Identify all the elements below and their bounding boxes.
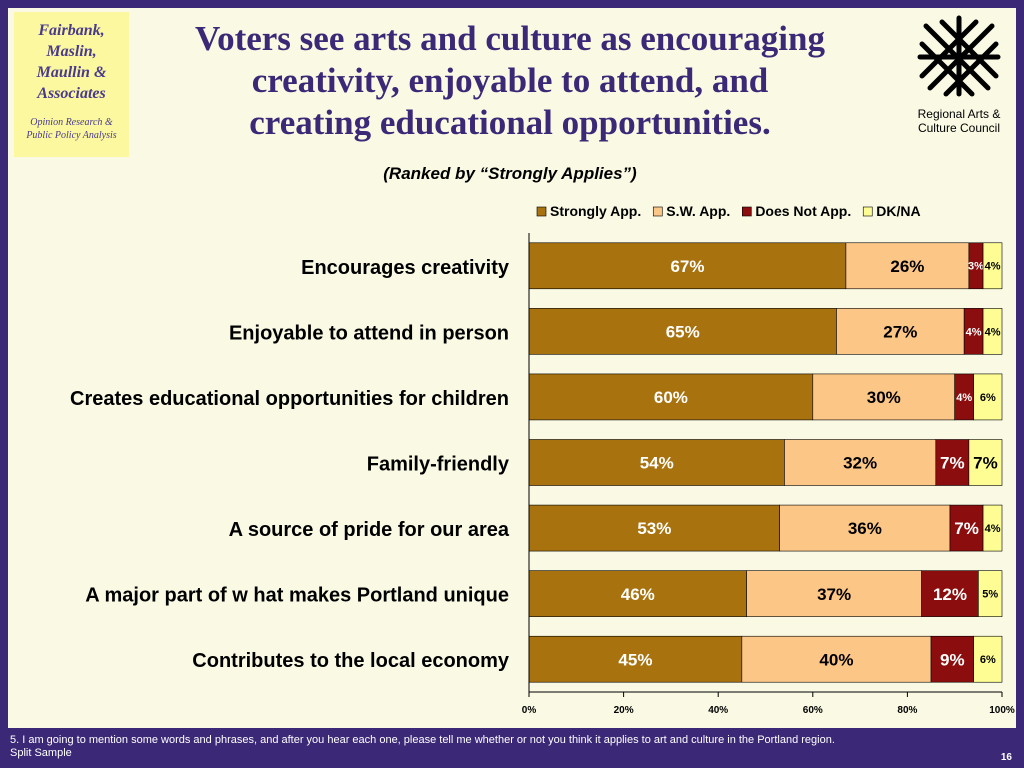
top-border xyxy=(0,0,1024,8)
data-label: 4% xyxy=(956,392,972,404)
bar-segment xyxy=(930,635,974,683)
legend-label: S.W. App. xyxy=(666,203,730,219)
firm-name: Fairbank, Maslin, Maullin & Associates xyxy=(36,22,107,102)
chart-subtitle: (Ranked by “Strongly Applies”) xyxy=(383,164,637,183)
x-tick-label: 0% xyxy=(522,705,537,716)
slide-title: Voters see arts and culture as encouragi… xyxy=(195,19,825,142)
data-label: 6% xyxy=(980,392,996,404)
data-label: 27% xyxy=(883,322,917,341)
bar-segment xyxy=(973,635,1003,683)
bar-segment xyxy=(528,373,814,421)
bar-segment xyxy=(982,504,1003,552)
basket-weave-icon xyxy=(917,15,1001,97)
category-label: A major part of w hat makes Portland uni… xyxy=(85,585,509,607)
legend-swatch xyxy=(652,206,663,217)
category-label: Creates educational opportunities for ch… xyxy=(70,388,509,410)
data-label: 3% xyxy=(968,261,984,273)
legend-label: Strongly App. xyxy=(550,203,641,219)
footnote-text: 5. I am going to mention some words and … xyxy=(10,734,835,759)
bar-segment xyxy=(973,373,1003,421)
data-label: 4% xyxy=(985,326,1001,338)
bar-segment xyxy=(982,308,1003,355)
bar-segment xyxy=(982,242,1003,290)
data-label: 40% xyxy=(819,650,853,669)
category-label: Family-friendly xyxy=(367,454,510,476)
page-number: 16 xyxy=(1000,752,1012,763)
bar-segment xyxy=(921,570,979,617)
data-label: 7% xyxy=(954,519,979,538)
data-label: 4% xyxy=(985,523,1001,535)
legend-label: DK/NA xyxy=(876,203,920,219)
bar-segment xyxy=(812,373,955,421)
council-name: Regional Arts & Culture Council xyxy=(917,107,1001,135)
data-label: 45% xyxy=(618,650,652,669)
data-label: 37% xyxy=(817,585,851,604)
data-label: 53% xyxy=(637,519,671,538)
x-tick-label: 40% xyxy=(708,705,728,716)
legend-label: Does Not App. xyxy=(755,203,851,219)
bar-segment xyxy=(978,570,1003,617)
x-tick-label: 100% xyxy=(989,705,1015,716)
data-label: 4% xyxy=(985,261,1001,273)
data-label: 4% xyxy=(966,326,982,338)
data-label: 54% xyxy=(640,454,674,473)
x-tick-label: 20% xyxy=(614,705,634,716)
x-tick-label: 60% xyxy=(803,705,823,716)
data-label: 26% xyxy=(890,257,924,276)
bar-segment xyxy=(746,570,922,617)
firm-logo: Fairbank, Maslin, Maullin & Associates O… xyxy=(14,12,129,157)
legend-swatch xyxy=(742,206,752,217)
data-label: 36% xyxy=(848,519,882,538)
bar-segment xyxy=(741,635,932,683)
right-border xyxy=(1016,0,1024,768)
data-label: 65% xyxy=(666,322,700,341)
bar-segment xyxy=(528,242,847,290)
data-label: 6% xyxy=(980,654,996,666)
bar-segment xyxy=(779,504,951,552)
x-tick-label: 80% xyxy=(897,705,917,716)
category-label: Contributes to the local economy xyxy=(192,650,510,672)
question-footnote: 5. I am going to mention some words and … xyxy=(10,734,990,760)
bar-segment xyxy=(528,439,785,486)
bar-segment xyxy=(845,242,970,290)
bar-segment xyxy=(836,308,965,355)
data-label: 9% xyxy=(940,650,965,669)
data-label: 5% xyxy=(982,589,998,601)
legend-swatch xyxy=(862,206,873,217)
bar-segment xyxy=(949,504,984,552)
bar-segment xyxy=(528,570,747,617)
category-label: A source of pride for our area xyxy=(229,519,510,541)
council-logo: Regional Arts & Culture Council xyxy=(900,14,1018,135)
left-border xyxy=(0,0,8,768)
data-label: 67% xyxy=(670,257,704,276)
bar-segment xyxy=(935,439,970,486)
legend-swatch xyxy=(536,206,547,217)
firm-tagline: Opinion Research & Public Policy Analysi… xyxy=(26,117,117,141)
data-label: 7% xyxy=(940,454,965,473)
bar-segment xyxy=(528,308,837,355)
data-label: 7% xyxy=(973,454,998,473)
bar-segment xyxy=(968,439,1003,486)
category-label: Enjoyable to attend in person xyxy=(229,322,509,344)
data-label: 12% xyxy=(933,585,967,604)
data-label: 30% xyxy=(867,388,901,407)
data-label: 60% xyxy=(654,388,688,407)
stacked-bar-chart: Strongly App. S.W. App. Does Not App. DK/NA… xyxy=(70,203,1015,716)
data-label: 46% xyxy=(621,585,655,604)
footer-bar: 5. I am going to mention some words and … xyxy=(0,728,1024,768)
data-label: 32% xyxy=(843,454,877,473)
category-label: Encourages creativity xyxy=(301,257,510,279)
